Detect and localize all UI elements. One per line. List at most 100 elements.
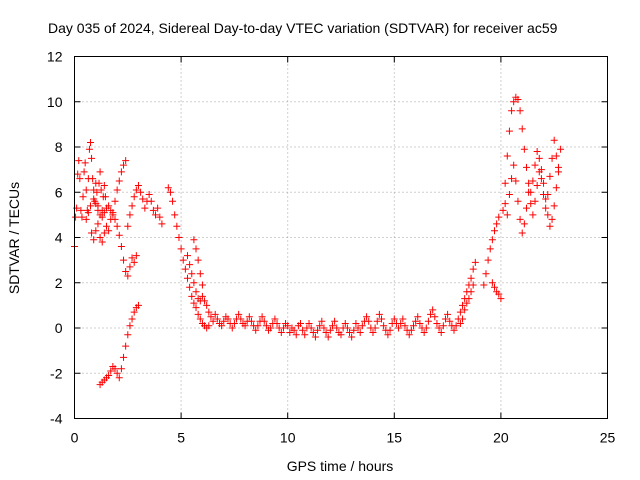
- data-point: [175, 234, 183, 241]
- data-point: [407, 326, 415, 334]
- data-point: [412, 317, 420, 325]
- data-point: [205, 322, 213, 330]
- data-point: [348, 333, 356, 341]
- data-point: [196, 315, 204, 323]
- data-point: [82, 215, 90, 223]
- data-point: [459, 301, 467, 309]
- data-point: [550, 136, 558, 144]
- data-point: [525, 188, 533, 196]
- data-point: [141, 204, 149, 212]
- data-point: [444, 310, 452, 318]
- data-point: [414, 313, 422, 321]
- data-point: [186, 261, 194, 269]
- data-point: [86, 202, 94, 210]
- data-point: [258, 313, 266, 321]
- data-point: [542, 204, 550, 212]
- data-point: [80, 168, 88, 176]
- data-point: [76, 175, 84, 183]
- x-tick-label: 15: [387, 430, 403, 446]
- data-point: [296, 319, 304, 327]
- data-point: [111, 365, 119, 373]
- data-point: [271, 315, 279, 323]
- data-point: [262, 322, 270, 330]
- data-point: [375, 310, 383, 318]
- data-point: [380, 322, 388, 330]
- y-tick-label: 4: [55, 230, 63, 246]
- data-point: [194, 310, 202, 318]
- x-tick-label: 20: [493, 430, 509, 446]
- data-point: [491, 227, 499, 235]
- data-point: [516, 215, 524, 223]
- data-point: [188, 270, 196, 278]
- data-point: [173, 222, 181, 230]
- data-point: [279, 324, 287, 332]
- data-point: [78, 213, 86, 221]
- data-point: [88, 229, 96, 237]
- data-point: [433, 319, 441, 327]
- data-point: [230, 319, 238, 327]
- data-point: [493, 220, 501, 228]
- data-point: [320, 324, 328, 332]
- data-point: [115, 177, 123, 185]
- data-point: [128, 202, 136, 210]
- data-point: [305, 319, 313, 327]
- data-point: [181, 265, 189, 273]
- data-point: [130, 258, 138, 266]
- data-point: [113, 186, 121, 194]
- data-point: [117, 365, 125, 373]
- data-point: [128, 315, 136, 323]
- data-point: [286, 329, 294, 337]
- data-point: [241, 322, 249, 330]
- data-point: [171, 211, 179, 219]
- data-point: [98, 213, 106, 221]
- data-point: [74, 170, 82, 178]
- data-point: [166, 188, 174, 196]
- data-point: [529, 211, 537, 219]
- data-point: [113, 222, 121, 230]
- data-point: [399, 315, 407, 323]
- data-point: [371, 324, 379, 332]
- data-point: [130, 308, 138, 316]
- data-point: [554, 168, 562, 176]
- data-point: [522, 204, 530, 212]
- y-tick-label: 6: [55, 184, 63, 200]
- chart-title: Day 035 of 2024, Sidereal Day-to-day VTE…: [48, 20, 558, 36]
- data-point: [542, 195, 550, 203]
- data-point: [508, 107, 516, 115]
- data-point: [505, 127, 513, 135]
- y-tick-label: -2: [50, 365, 63, 381]
- data-point: [100, 229, 108, 237]
- data-point: [469, 281, 477, 289]
- data-point: [145, 191, 153, 199]
- data-point: [290, 326, 298, 334]
- data-point: [192, 245, 200, 253]
- data-point: [98, 238, 106, 246]
- data-point: [535, 168, 543, 176]
- data-point: [192, 288, 200, 296]
- data-point: [520, 145, 528, 153]
- data-point: [514, 197, 522, 205]
- data-point: [482, 270, 490, 278]
- data-point: [427, 310, 435, 318]
- data-point: [224, 315, 232, 323]
- data-point: [149, 206, 157, 214]
- data-point: [254, 322, 262, 330]
- data-point: [522, 163, 530, 171]
- data-point: [467, 288, 475, 296]
- data-point: [405, 331, 413, 339]
- data-point: [409, 322, 417, 330]
- data-point: [333, 324, 341, 332]
- data-point: [465, 295, 473, 303]
- data-point: [126, 211, 134, 219]
- x-tick-label: 5: [177, 430, 185, 446]
- data-point: [346, 329, 354, 337]
- data-point: [322, 329, 330, 337]
- data-point: [107, 215, 115, 223]
- data-point: [535, 154, 543, 162]
- data-point: [531, 197, 539, 205]
- data-point: [518, 229, 526, 237]
- data-point: [416, 319, 424, 327]
- data-point: [134, 301, 142, 309]
- data-point: [503, 211, 511, 219]
- data-point: [497, 295, 505, 303]
